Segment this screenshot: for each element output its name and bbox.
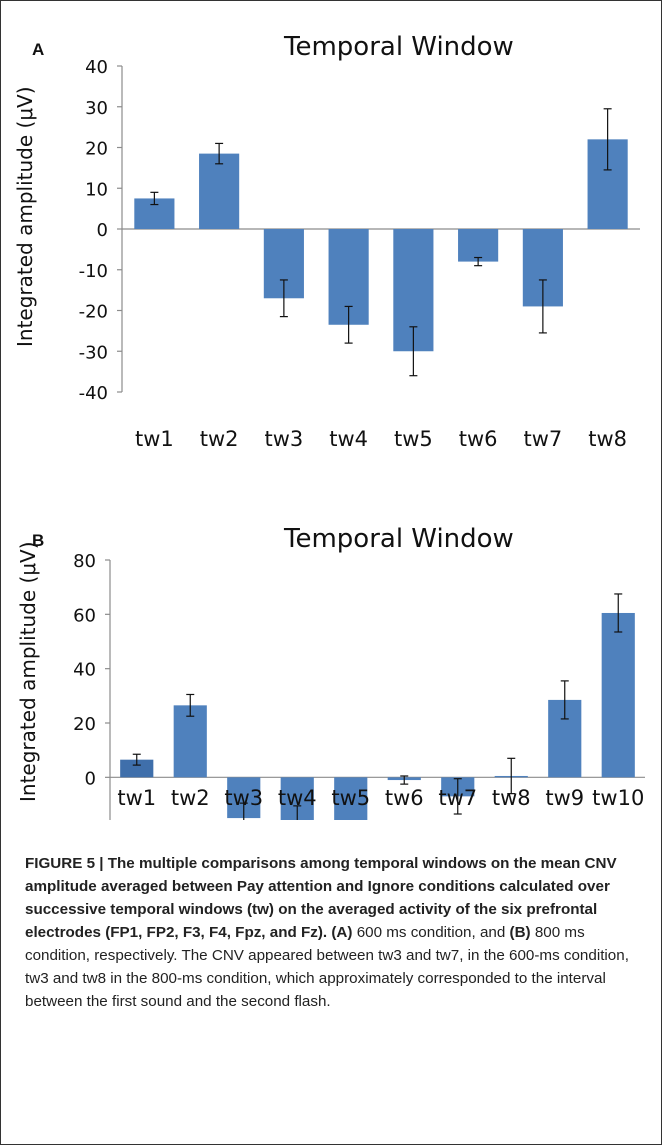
chart-b-x-tick-label: tw5 bbox=[331, 786, 370, 810]
chart-a-y-tick-label: -40 bbox=[79, 383, 108, 404]
caption-text-b: 800 ms condition, respectively. The CNV … bbox=[25, 924, 629, 1010]
chart-a-y-tick-label: -10 bbox=[79, 261, 108, 282]
chart-b-x-tick-label: tw2 bbox=[171, 786, 210, 810]
chart-a-y-tick-label: -30 bbox=[79, 342, 108, 363]
chart-a-x-tick-label: tw4 bbox=[329, 427, 368, 451]
chart-b-bar-tw1 bbox=[120, 759, 154, 778]
caption-ref-b: (B) bbox=[509, 924, 531, 941]
chart-a-x-tick-label: tw6 bbox=[459, 427, 498, 451]
chart-b-x-tick-label: tw7 bbox=[438, 786, 477, 810]
caption-ref-a: (A) bbox=[331, 924, 353, 941]
chart-a-x-tick-label: tw8 bbox=[588, 427, 627, 451]
chart-a-bar-tw6 bbox=[458, 229, 499, 262]
chart-a-y-tick-label: 40 bbox=[85, 57, 108, 78]
chart-b-y-tick-label: 0 bbox=[85, 768, 96, 789]
chart-b-y-tick-label: 20 bbox=[73, 714, 96, 735]
chart-plot-b: 806040200-20-40tw1tw2tw3tw4tw5tw6tw7tw8t… bbox=[67, 551, 645, 898]
y-axis-label-b: Integrated amplitude (μV) bbox=[16, 541, 40, 802]
panel-letter-a: A bbox=[32, 40, 45, 59]
chart-b-y-tick-label: 80 bbox=[73, 551, 96, 572]
chart-b-x-tick-label: tw3 bbox=[224, 786, 263, 810]
chart-b-x-tick-label: tw8 bbox=[492, 786, 531, 810]
chart-a-y-tick-label: 10 bbox=[85, 179, 108, 200]
chart-plot-a: 40 30 20 10 0 -10 -20 -30 -40 tw1 tw2 tw3 tw4 tw5 tw6 t… bbox=[79, 57, 640, 451]
chart-b-x-tick-label: tw4 bbox=[278, 786, 317, 810]
chart-a-x-tick-label: tw3 bbox=[264, 427, 303, 451]
caption-text-a: 600 ms condition, and bbox=[356, 924, 506, 941]
chart-b-x-tick-label: tw6 bbox=[385, 786, 424, 810]
chart-a-x-tick-label: tw1 bbox=[135, 427, 174, 451]
chart-b-x-tick-label: tw10 bbox=[592, 786, 644, 810]
figure-caption: FIGURE 5 | The multiple comparisons amon… bbox=[25, 852, 645, 1013]
chart-title-a: Temporal Window bbox=[284, 32, 514, 62]
chart-a-y-tick-label: 0 bbox=[97, 220, 108, 241]
chart-b-bar-tw2 bbox=[173, 705, 207, 778]
chart-title-b: Temporal Window bbox=[284, 524, 514, 554]
chart-b-bar-tw10 bbox=[601, 612, 635, 778]
chart-panel-a: A Temporal Window Integrated amplitude (… bbox=[0, 0, 662, 480]
chart-a-y-tick-label: 20 bbox=[85, 139, 108, 160]
chart-a-y-tick-label: 30 bbox=[85, 98, 108, 119]
chart-b-x-tick-label: tw9 bbox=[545, 786, 584, 810]
y-axis-label-a: Integrated amplitude (μV) bbox=[13, 86, 37, 347]
chart-b-x-tick-label: tw1 bbox=[117, 786, 156, 810]
chart-a-x-tick-label: tw5 bbox=[394, 427, 433, 451]
caption-bold-text: The multiple comparisons among temporal … bbox=[25, 855, 617, 941]
chart-a-x-tick-label: tw2 bbox=[200, 427, 239, 451]
chart-a-bar-tw2 bbox=[199, 153, 240, 229]
chart-b-y-tick-label: 40 bbox=[73, 660, 96, 681]
caption-head: FIGURE 5 | bbox=[25, 855, 104, 872]
chart-a-y-tick-label: -20 bbox=[79, 302, 108, 323]
chart-b-y-tick-label: 60 bbox=[73, 605, 96, 626]
chart-panel-b: B Temporal Window Integrated amplitude (… bbox=[0, 500, 662, 898]
panel-letter-b: B bbox=[32, 531, 45, 550]
chart-a-x-tick-label: tw7 bbox=[523, 427, 562, 451]
